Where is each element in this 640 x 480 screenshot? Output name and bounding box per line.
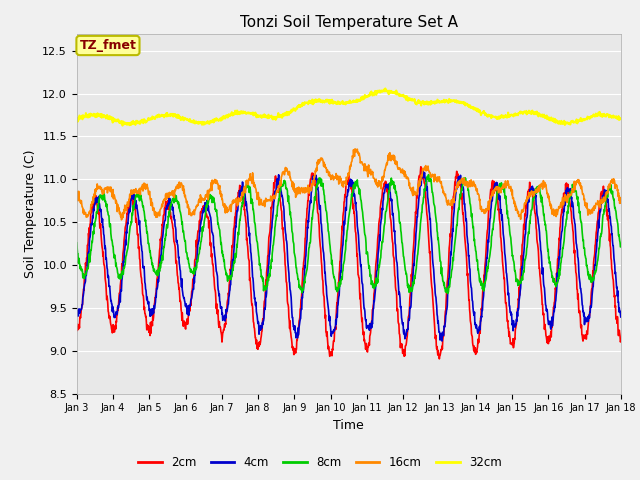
32cm xyxy=(553,118,561,123)
32cm xyxy=(434,97,442,103)
8cm xyxy=(425,172,433,178)
Line: 2cm: 2cm xyxy=(77,167,621,359)
16cm xyxy=(73,192,81,198)
8cm xyxy=(444,290,451,296)
2cm xyxy=(180,322,188,327)
16cm xyxy=(255,202,263,208)
32cm xyxy=(181,115,189,121)
4cm xyxy=(194,242,202,248)
32cm xyxy=(617,115,625,121)
32cm xyxy=(381,85,389,91)
32cm xyxy=(73,116,81,121)
8cm xyxy=(553,280,561,286)
4cm xyxy=(553,282,561,288)
2cm xyxy=(435,356,443,362)
16cm xyxy=(505,184,513,190)
Line: 32cm: 32cm xyxy=(77,88,621,126)
Y-axis label: Soil Temperature (C): Soil Temperature (C) xyxy=(24,149,36,278)
2cm xyxy=(553,273,561,279)
16cm xyxy=(351,146,359,152)
2cm xyxy=(417,164,425,169)
8cm xyxy=(180,237,188,243)
4cm xyxy=(617,314,625,320)
32cm xyxy=(195,120,202,126)
Legend: 2cm, 4cm, 8cm, 16cm, 32cm: 2cm, 4cm, 8cm, 16cm, 32cm xyxy=(134,452,506,474)
2cm xyxy=(505,334,513,339)
4cm xyxy=(419,168,426,174)
2cm xyxy=(73,322,81,327)
8cm xyxy=(505,222,513,228)
16cm xyxy=(118,217,125,223)
Text: TZ_fmet: TZ_fmet xyxy=(79,39,136,52)
8cm xyxy=(255,252,262,258)
2cm xyxy=(255,341,262,347)
16cm xyxy=(434,174,442,180)
4cm xyxy=(180,298,188,304)
32cm xyxy=(505,114,513,120)
8cm xyxy=(73,240,81,246)
Title: Tonzi Soil Temperature Set A: Tonzi Soil Temperature Set A xyxy=(240,15,458,30)
4cm xyxy=(438,338,446,344)
4cm xyxy=(73,313,81,319)
16cm xyxy=(617,200,625,206)
2cm xyxy=(617,337,625,343)
16cm xyxy=(195,202,202,208)
4cm xyxy=(255,320,262,325)
Line: 4cm: 4cm xyxy=(77,171,621,341)
4cm xyxy=(505,294,513,300)
16cm xyxy=(553,208,561,214)
2cm xyxy=(434,348,442,354)
2cm xyxy=(194,230,202,236)
8cm xyxy=(617,244,625,250)
4cm xyxy=(434,313,442,319)
Line: 8cm: 8cm xyxy=(77,175,621,293)
8cm xyxy=(194,259,202,264)
16cm xyxy=(181,194,189,200)
Line: 16cm: 16cm xyxy=(77,149,621,220)
8cm xyxy=(434,230,442,236)
32cm xyxy=(118,123,126,129)
32cm xyxy=(255,114,263,120)
X-axis label: Time: Time xyxy=(333,419,364,432)
